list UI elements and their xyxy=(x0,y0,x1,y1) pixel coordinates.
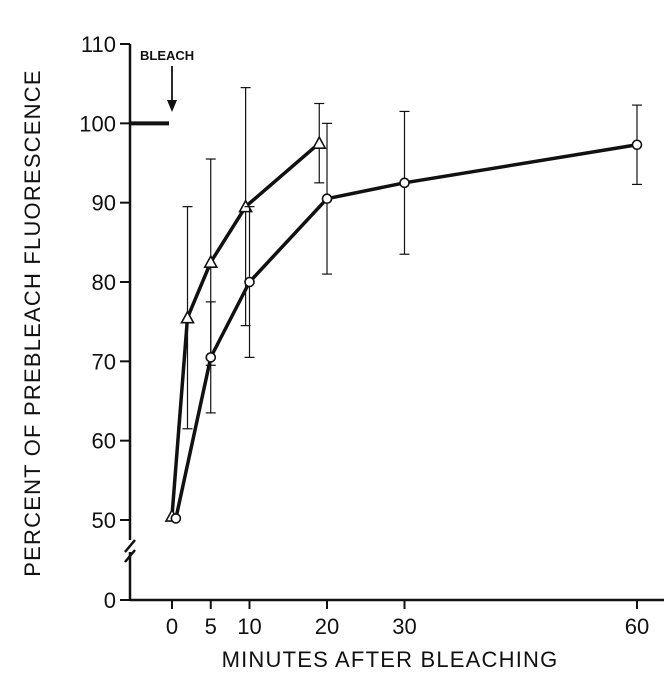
data-point-circle xyxy=(631,139,643,151)
y-tick-label: 110 xyxy=(81,32,116,57)
x-tick-label: 5 xyxy=(205,614,217,639)
data-point-triangle xyxy=(203,254,219,268)
y-tick-label: 90 xyxy=(92,191,116,216)
data-point-circle xyxy=(399,177,410,189)
data-point-circle xyxy=(244,276,255,288)
y-tick-label: 100 xyxy=(79,111,116,136)
x-tick-label: 10 xyxy=(237,614,261,639)
x-tick-label: 0 xyxy=(166,614,178,639)
y-tick-label: 80 xyxy=(92,270,116,295)
x-axis-title: MINUTES AFTER BLEACHING xyxy=(222,647,559,672)
y-tick-label: 50 xyxy=(92,508,116,533)
bleach-label: BLEACH xyxy=(140,48,194,63)
axes xyxy=(124,44,664,602)
x-tick-label: 30 xyxy=(392,614,416,639)
series-layer xyxy=(164,87,643,524)
series-line xyxy=(174,143,638,519)
y-tick-label: 0 xyxy=(104,588,116,613)
x-axis-ticks: 0 5 10 20 30 60 xyxy=(166,600,649,639)
x-tick-label: 60 xyxy=(625,614,649,639)
data-point-circle xyxy=(170,513,182,524)
bleach-arrow-head xyxy=(167,100,177,112)
data-point-circle xyxy=(321,193,333,204)
data-point-triangle xyxy=(180,310,195,324)
x-tick-label: 20 xyxy=(315,614,339,639)
data-point-triangle xyxy=(311,135,327,149)
bleach-annotation: BLEACH xyxy=(130,48,194,126)
y-tick-label: 60 xyxy=(92,429,116,454)
y-axis-title: PERCENT OF PREBLEACH FLUORESCENCE xyxy=(20,69,45,576)
y-tick-label: 70 xyxy=(92,349,116,374)
y-axis-ticks: 50 60 70 80 90 100 110 0 xyxy=(79,32,130,613)
data-point-circle xyxy=(205,352,217,363)
series-circle xyxy=(170,104,643,524)
